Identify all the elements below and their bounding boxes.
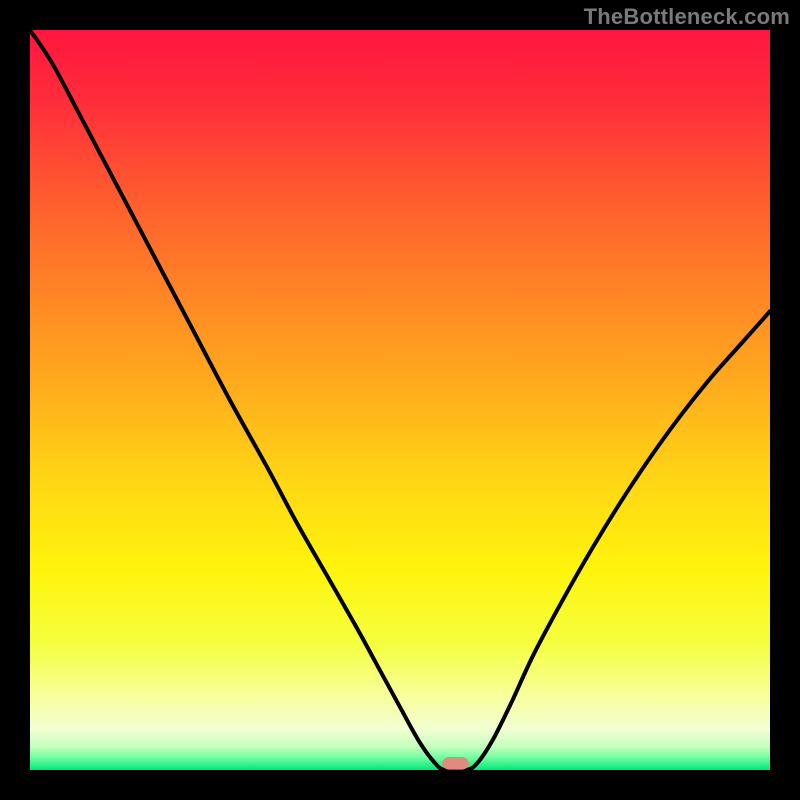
chart-stage: TheBottleneck.com: [0, 0, 800, 800]
plot-gradient-background: [30, 30, 770, 770]
optimal-marker: [442, 757, 469, 770]
bottleneck-chart: [0, 0, 800, 800]
